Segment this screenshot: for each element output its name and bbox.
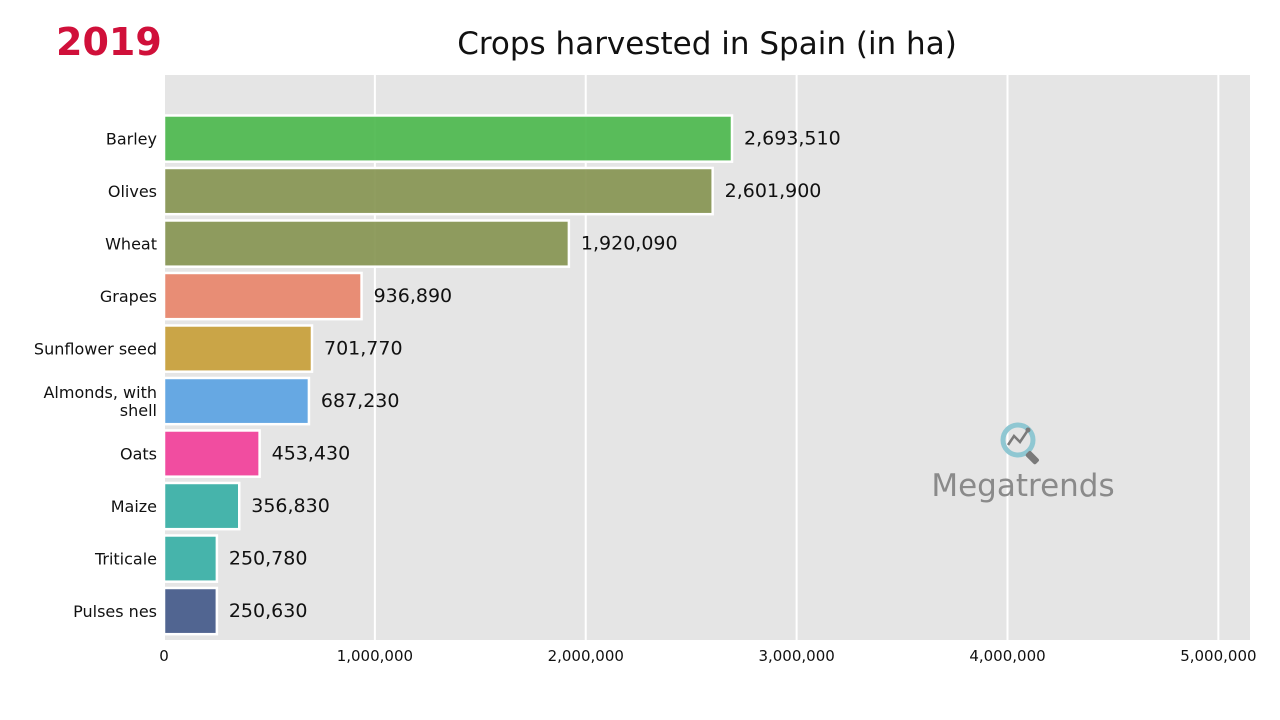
value-label: 453,430 bbox=[272, 443, 351, 465]
value-label: 250,780 bbox=[229, 548, 308, 570]
bar bbox=[162, 166, 714, 216]
y-tick-label: Triticale bbox=[94, 550, 157, 569]
bar bbox=[162, 271, 363, 321]
y-tick-label: Almonds, with shell bbox=[43, 383, 157, 420]
y-tick-label: Olives bbox=[108, 182, 157, 201]
x-tick-label: 2,000,000 bbox=[548, 647, 624, 665]
value-label: 936,890 bbox=[374, 285, 453, 307]
value-label: 701,770 bbox=[324, 338, 403, 360]
bar bbox=[162, 429, 261, 478]
bar bbox=[162, 376, 311, 426]
bar bbox=[162, 481, 241, 531]
year-label: 2019 bbox=[56, 20, 162, 64]
y-tick-label: Pulses nes bbox=[73, 602, 157, 621]
value-label: 356,830 bbox=[251, 495, 330, 517]
value-label: 687,230 bbox=[321, 390, 400, 412]
x-tick-label: 1,000,000 bbox=[337, 647, 413, 665]
magnifier-trend-icon bbox=[1000, 422, 1039, 465]
value-label: 250,630 bbox=[229, 600, 308, 622]
y-tick-label: Sunflower seed bbox=[34, 340, 157, 359]
x-tick-label: 3,000,000 bbox=[758, 647, 834, 665]
y-tick-label: Wheat bbox=[105, 235, 157, 254]
x-tick-label: 4,000,000 bbox=[969, 647, 1045, 665]
bar bbox=[162, 324, 314, 373]
chart-title: Crops harvested in Spain (in ha) bbox=[457, 26, 957, 62]
value-label: 2,693,510 bbox=[744, 128, 841, 150]
megatrends-watermark: Megatrends bbox=[930, 418, 1116, 508]
x-tick-label: 0 bbox=[159, 647, 169, 665]
value-label: 2,601,900 bbox=[725, 180, 822, 202]
y-tick-label: Barley bbox=[106, 130, 157, 149]
y-tick-label: Oats bbox=[120, 445, 157, 464]
bar bbox=[162, 219, 571, 268]
x-tick-label: 5,000,000 bbox=[1180, 647, 1256, 665]
y-tick-label: Grapes bbox=[100, 287, 157, 306]
y-tick-label: Maize bbox=[111, 497, 157, 516]
value-label: 1,920,090 bbox=[581, 233, 678, 255]
bar bbox=[162, 586, 219, 636]
bar bbox=[162, 114, 734, 163]
bar bbox=[162, 534, 219, 583]
watermark-text: Megatrends bbox=[931, 468, 1115, 504]
